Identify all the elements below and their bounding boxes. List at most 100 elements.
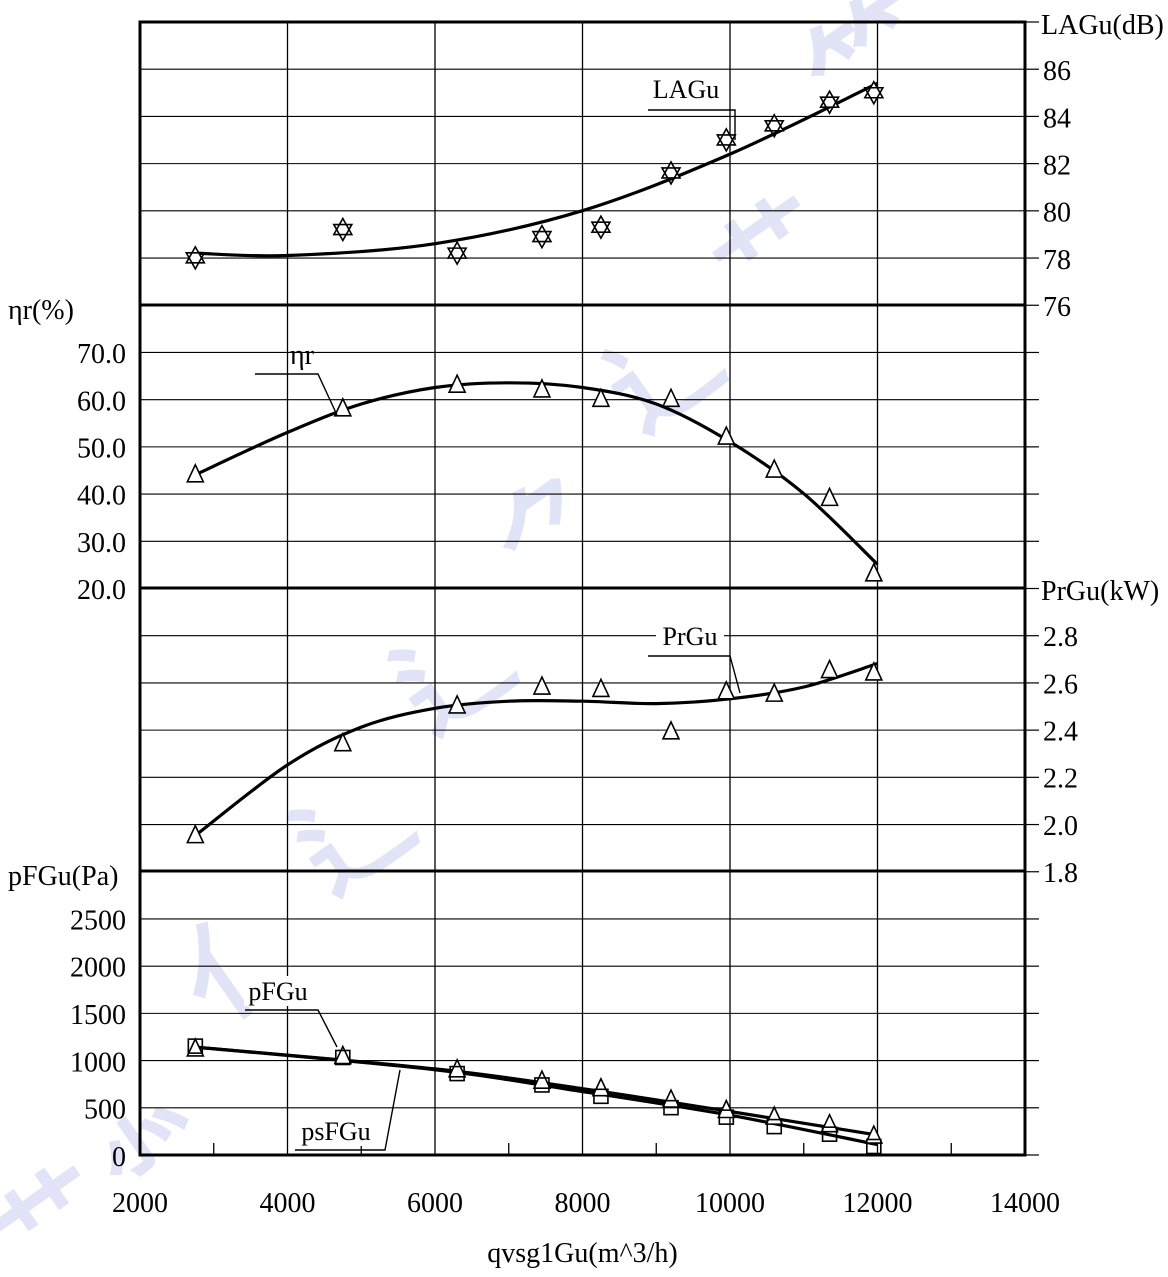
- y-tick-label-lagu: 78: [1043, 245, 1071, 276]
- data-point-r: [661, 387, 681, 408]
- data-point-psfgu: [866, 1138, 882, 1155]
- data-point-prgu: [447, 694, 467, 714]
- y-tick-label-prgu: 2.4: [1043, 717, 1078, 748]
- x-tick-label: 12000: [843, 1188, 913, 1219]
- series-label-bg-prgu: [656, 621, 724, 651]
- plot-frame: [138, 20, 1039, 1157]
- data-point-pfgu: [333, 1044, 353, 1065]
- x-tick-label: 6000: [407, 1188, 463, 1219]
- data-point-r: [447, 373, 467, 393]
- data-point-pfgu: [820, 1112, 839, 1133]
- data-point-lagu: [531, 230, 553, 250]
- axis-labels: 2000 4000 6000 8000 10000 12000 14000 qvsg1Gu(m…: [8, 10, 1164, 1269]
- data-point-lagu: [660, 160, 682, 179]
- data-point-pfgu: [764, 1105, 784, 1125]
- data-point-lagu: [531, 223, 553, 243]
- series-label-bg-lagu: [652, 74, 720, 104]
- data-point-lagu: [332, 223, 354, 243]
- data-point-r: [333, 396, 353, 417]
- data-point-psfgu: [766, 1118, 783, 1135]
- svg-text:⺈: ⺈: [472, 449, 636, 617]
- series-callouts: LAGu ηr PrGu pFGu psFGu: [244, 74, 741, 1151]
- data-point-lagu: [819, 96, 840, 115]
- data-point-prgu: [864, 661, 884, 681]
- data-point-psfgu: [593, 1088, 609, 1105]
- y-tick-label-prgu: 2.2: [1043, 764, 1078, 795]
- callout-leader-r: [255, 373, 338, 416]
- data-point-r: [820, 486, 839, 507]
- x-tick-label: 14000: [990, 1188, 1060, 1219]
- series-label-r: ηr: [290, 340, 315, 371]
- y-tick-label-lagu: 82: [1043, 151, 1071, 182]
- data-point-lagu: [446, 240, 468, 259]
- y-tick-label-pfgu: 1500: [70, 1000, 126, 1031]
- series-label-pfgu: pFGu: [248, 977, 307, 1006]
- svg-text:⻌: ⻌: [582, 289, 746, 457]
- data-point-psfgu: [449, 1065, 465, 1082]
- series-label-psfgu: psFGu: [301, 1117, 370, 1146]
- data-point-r: [186, 462, 205, 483]
- data-point-prgu: [717, 679, 736, 700]
- data-point-lagu: [446, 247, 468, 266]
- y-tick-label-eta-r: 60.0: [77, 386, 126, 417]
- data-point-prgu: [661, 719, 681, 740]
- series-label-bg-psfgu: [295, 1116, 377, 1146]
- data-point-psfgu: [821, 1126, 838, 1142]
- y-tick-label-eta-r: 70.0: [77, 339, 126, 370]
- fit-curve-prgu: [194, 661, 878, 837]
- data-point-r: [864, 561, 884, 582]
- data-point-pfgu: [591, 1076, 611, 1097]
- callout-leader-psfgu: [295, 1069, 401, 1151]
- svg-text:⺾: ⺾: [692, 169, 856, 337]
- data-point-psfgu: [534, 1077, 550, 1093]
- y-tick-label-lagu: 86: [1043, 56, 1071, 87]
- data-point-r: [717, 425, 736, 445]
- x-tick-label: 8000: [555, 1188, 611, 1219]
- data-point-r: [532, 378, 552, 398]
- y-tick-label-prgu: 2.8: [1043, 622, 1078, 653]
- y-tick-label-pfgu: 2000: [70, 953, 126, 984]
- data-point-lagu: [715, 127, 737, 146]
- data-point-lagu: [715, 134, 737, 153]
- data-point-psfgu: [187, 1038, 204, 1054]
- y-axis-title-eta-r: ηr(%): [8, 295, 74, 326]
- y-axis-title-prgu: PrGu(kW): [1041, 576, 1159, 607]
- x-tick-label: 2000: [112, 1188, 168, 1219]
- data-point-lagu: [184, 245, 206, 264]
- data-point-psfgu: [718, 1109, 735, 1125]
- y-tick-label-prgu: 2.6: [1043, 669, 1078, 700]
- data-markers: [184, 80, 885, 1155]
- data-point-psfgu: [335, 1049, 351, 1066]
- y-tick-label-eta-r: 30.0: [77, 528, 126, 559]
- x-axis-title: qvsg1Gu(m^3/h): [487, 1238, 677, 1269]
- y-axis-title-pfgu: pFGu(Pa): [8, 861, 118, 892]
- x-tick-label: 10000: [695, 1188, 765, 1219]
- y-tick-label-pfgu: 0: [112, 1142, 126, 1173]
- data-point-prgu: [186, 823, 205, 844]
- x-tick-label: 4000: [260, 1188, 316, 1219]
- y-tick-label-lagu: 84: [1043, 103, 1071, 134]
- callout-leader-pfgu: [245, 1009, 338, 1048]
- y-tick-label-eta-r: 50.0: [77, 434, 126, 465]
- callout-leader-prgu: [648, 655, 741, 694]
- y-axis-title-lagu: LAGu(dB): [1041, 10, 1164, 41]
- svg-text:⻍: ⻍: [272, 749, 436, 917]
- fit-curve-lagu: [195, 81, 879, 258]
- data-point-lagu: [763, 119, 785, 139]
- data-point-pfgu: [661, 1088, 681, 1108]
- series-label-bg-pfgu: [244, 976, 312, 1006]
- data-point-lagu: [660, 167, 682, 186]
- data-point-r: [591, 387, 611, 408]
- y-tick-label-prgu: 2.0: [1043, 811, 1078, 842]
- callout-leader-lagu: [648, 109, 736, 140]
- data-point-lagu: [590, 221, 612, 240]
- series-label-lagu: LAGu: [653, 75, 719, 104]
- y-tick-label-pfgu: 500: [84, 1095, 126, 1126]
- data-point-r: [764, 458, 784, 478]
- data-point-lagu: [590, 214, 612, 233]
- y-tick-label-prgu: 1.8: [1043, 858, 1078, 889]
- svg-text:⺅: ⺅: [156, 881, 320, 1049]
- data-point-lagu: [184, 252, 206, 271]
- data-point-lagu: [332, 216, 354, 236]
